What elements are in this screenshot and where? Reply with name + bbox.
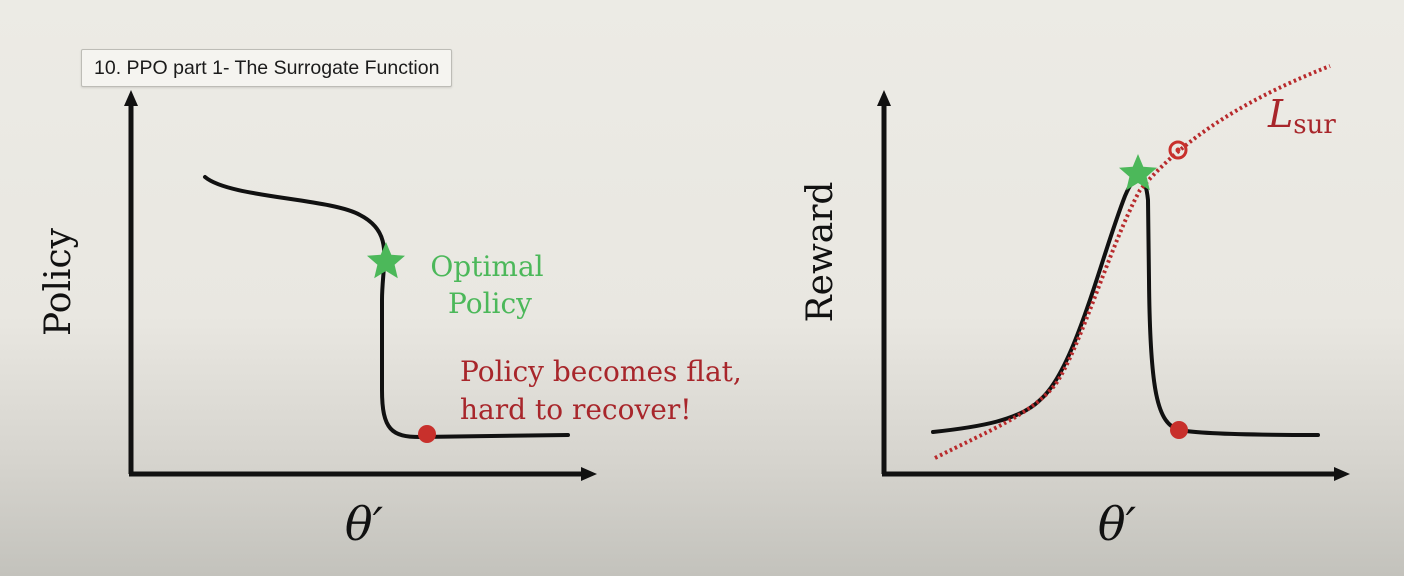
policy-curve bbox=[203, 175, 570, 440]
left-y-axis-label: Policy bbox=[38, 227, 79, 336]
optimal-policy-star-icon bbox=[367, 242, 405, 279]
left-y-arrow-icon bbox=[124, 90, 138, 106]
left-x-arrow-icon bbox=[581, 467, 597, 481]
optimal-label-line1: Optimal bbox=[430, 250, 543, 283]
left-x-axis-label: θ′ bbox=[345, 497, 384, 551]
surrogate-circle-dot-icon bbox=[1168, 140, 1188, 160]
current-reward-dot-icon bbox=[1170, 421, 1188, 439]
right-y-axis-label: Reward bbox=[800, 182, 841, 323]
surrogate-center-dot bbox=[1175, 147, 1181, 153]
surrogate-label-main: L bbox=[1267, 92, 1293, 136]
right-x-arrow-icon bbox=[1334, 467, 1350, 481]
flat-policy-label-line2: hard to recover! bbox=[460, 393, 691, 426]
video-title-tooltip: 10. PPO part 1- The Surrogate Function bbox=[81, 49, 453, 87]
right-y-arrow-icon bbox=[877, 90, 891, 106]
flat-policy-dot-icon bbox=[418, 425, 436, 443]
surrogate-label: Lsur bbox=[1267, 92, 1336, 140]
optimal-reward-star-icon bbox=[1119, 154, 1157, 191]
left-plot: Policy θ′ Optimal Policy Policy becomes … bbox=[38, 90, 742, 551]
reward-curve bbox=[931, 175, 1320, 437]
flat-policy-label-line1: Policy becomes flat, bbox=[460, 355, 742, 388]
right-x-axis-label: θ′ bbox=[1098, 497, 1137, 551]
right-plot: Reward θ′ Lsur bbox=[800, 64, 1350, 551]
video-title-text: 10. PPO part 1- The Surrogate Function bbox=[94, 57, 440, 79]
surrogate-label-sub: sur bbox=[1293, 110, 1336, 140]
optimal-label-line2: Policy bbox=[448, 287, 532, 320]
